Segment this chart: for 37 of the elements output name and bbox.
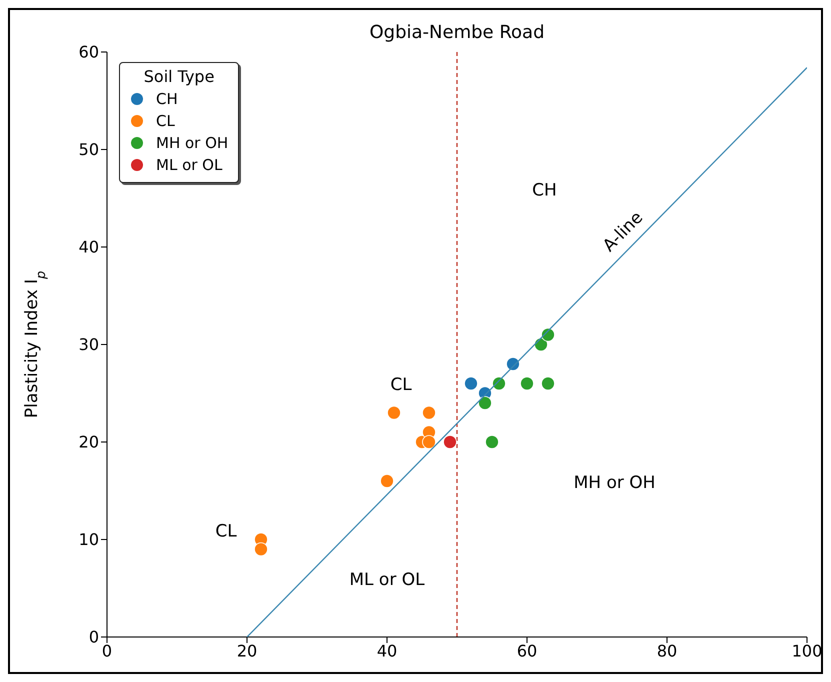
point (443, 435, 457, 449)
x-tick-label: 80 (656, 641, 678, 660)
y-tick-label: 30 (78, 335, 99, 354)
point (541, 328, 555, 342)
point (506, 357, 520, 371)
point (541, 376, 555, 390)
x-tick-label: 0 (102, 641, 112, 660)
y-tick-label: 20 (78, 432, 99, 452)
annotation: ML or OL (349, 570, 426, 590)
legend-label: CH (156, 90, 178, 108)
y-tick-label: 10 (78, 530, 99, 550)
point (485, 435, 499, 449)
y-tick-label: 0 (88, 628, 99, 647)
chart-title: Ogbia-Nembe Road (369, 22, 545, 43)
y-tick-label: 60 (78, 42, 99, 62)
legend-title: Soil Type (142, 67, 216, 86)
x-tick-label: 20 (236, 641, 258, 660)
legend-label: MH or OH (156, 134, 228, 152)
annotation: CL (390, 375, 412, 396)
annotation: MH or OH (574, 472, 656, 493)
legend-label: ML or OL (156, 156, 222, 174)
y-tick-label: 40 (78, 238, 99, 257)
x-tick-label: 100 (792, 641, 822, 660)
y-tick-label: 50 (78, 140, 99, 160)
point (422, 435, 436, 449)
x-tick-label: 40 (376, 641, 398, 660)
annotation: CH (532, 180, 557, 200)
x-tick-label: 60 (516, 641, 538, 660)
annotation: CL (215, 521, 238, 542)
point (254, 542, 268, 556)
point (464, 376, 478, 390)
point (422, 406, 436, 420)
point (387, 406, 401, 420)
point (478, 396, 492, 410)
point (520, 376, 534, 390)
point (380, 474, 394, 488)
legend-label: CL (156, 112, 175, 130)
